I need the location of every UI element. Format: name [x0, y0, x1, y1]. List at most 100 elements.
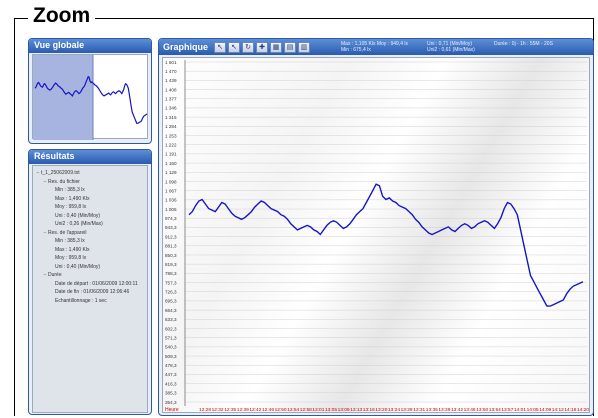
tree-item[interactable]: Uni : 0,40 (Min/Moy) — [35, 212, 145, 221]
tree-item[interactable]: − Res. de l'appareil — [35, 229, 145, 238]
tree-item[interactable]: Moy : 959,8 lx — [35, 203, 145, 212]
tree-toggle-icon[interactable]: − — [43, 229, 47, 236]
chart-type-button[interactable]: ▦ — [270, 41, 283, 53]
graph-toolbar: ↖ ↖ ↻ ✚ ▦ ▤ ▥ — [214, 41, 312, 53]
y-tick-label: 1 005 — [165, 207, 177, 212]
export-button[interactable]: ▤ — [284, 41, 297, 53]
tree-toggle-icon[interactable]: − — [36, 170, 40, 176]
x-tick-label: 14:12 — [552, 407, 564, 413]
y-tick-label: 1 377 — [165, 97, 177, 102]
tree-item[interactable]: Echantillonnage : 1 sec — [35, 297, 145, 306]
y-tick-label: 974,3 — [165, 216, 177, 221]
pointer-button[interactable]: ✚ — [256, 41, 269, 53]
tree-item-label: Min : 385,3 lx — [55, 187, 85, 193]
y-tick-label: 943,3 — [165, 225, 177, 230]
overview-series-line — [34, 75, 148, 124]
tree-item[interactable]: Date de départ : 01/06/2009 12:00:11 — [35, 280, 145, 289]
overview-chart — [33, 55, 148, 140]
y-tick-label: 1 067 — [165, 188, 177, 193]
x-tick-label: 13:42 — [451, 407, 463, 413]
x-tick-label: 13:50 — [476, 407, 488, 413]
tree-item[interactable]: − Durée — [35, 271, 145, 280]
zoom-in-button[interactable]: ↖ — [228, 41, 241, 53]
y-tick-label: 1 222 — [165, 143, 177, 148]
y-tick-label: 571,3 — [165, 335, 177, 340]
tree-item[interactable]: Moy : 959,8 lx — [35, 254, 145, 263]
tree-item[interactable]: − t_1_25062009.txt — [35, 169, 145, 178]
tree-item[interactable]: Date de fin : 01/06/2009 12:06:46 — [35, 288, 145, 297]
tree-item-label: Durée — [48, 272, 62, 278]
graph-panel: Graphique ↖ ↖ ↻ ✚ ▦ ▤ ▥ Max : 1,105 Klx Moy : … — [158, 38, 594, 416]
y-tick-label: 1 346 — [165, 106, 177, 111]
y-tick-label: 695,3 — [165, 299, 177, 304]
x-tick-label: 14:09 — [539, 407, 551, 413]
plot-area[interactable]: 1 501 1 470 1 439 1 408 1 377 1 346 1 315 1 284… — [162, 57, 590, 413]
tree-toggle-icon[interactable]: − — [43, 272, 47, 278]
tree-item[interactable]: − Res. du fichier — [35, 178, 145, 187]
y-tick-label: 1 036 — [165, 198, 177, 203]
x-tick-label: 13:24 — [388, 407, 400, 413]
y-tick-label: 509,3 — [165, 354, 177, 359]
overview-canvas[interactable] — [32, 54, 148, 140]
tree-item[interactable]: Uni2 : 0,26 (Min/Max) — [35, 220, 145, 229]
y-tick-label: 819,3 — [165, 262, 177, 267]
y-tick-label: 1 129 — [165, 170, 177, 175]
tree-item-label: Uni : 0,40 (Min/Moy) — [55, 263, 101, 270]
tree-item-label: Max : 1,490 Klx — [55, 246, 90, 253]
y-tick-label: 478,3 — [165, 363, 177, 368]
tree-item[interactable]: Min : 385,3 lx — [35, 237, 145, 246]
y-tick-label: 850,3 — [165, 253, 177, 258]
tree-item[interactable]: Uni : 0,40 (Min/Moy) — [35, 263, 145, 272]
tree-toggle-icon[interactable]: − — [43, 178, 47, 185]
tree-item-label: Date de départ : 01/06/2009 12:00:11 — [55, 280, 138, 287]
y-tick-label: 881,3 — [165, 244, 177, 249]
y-tick-label: 1 284 — [165, 124, 177, 129]
x-tick-label: 13:09 — [338, 407, 350, 413]
x-tick-label: 12:50 — [275, 407, 287, 413]
tree-item[interactable]: Max : 1,490 Klx — [35, 246, 145, 255]
x-tick-label: 13:31 — [413, 407, 425, 413]
y-tick-label: 1 315 — [165, 115, 177, 120]
overview-title: Vue globale — [29, 39, 151, 53]
stats-min: Min : 675,4 lx — [341, 47, 371, 53]
x-tick-label: 12:54 — [287, 407, 299, 413]
y-tick-label: 354,3 — [165, 400, 177, 405]
x-tick-label: 13:54 — [489, 407, 501, 413]
x-tick-label: 12:39 — [237, 407, 249, 413]
x-tick-label: 13:35 — [426, 407, 438, 413]
zoom-tool-button[interactable]: ↖ — [214, 41, 227, 53]
main-chart: 1 501 1 470 1 439 1 408 1 377 1 346 1 315 1 284… — [165, 60, 589, 413]
x-tick-label: 13:01 — [312, 407, 324, 413]
series-line — [188, 183, 584, 307]
tree-item[interactable]: Max : 1,490 Klx — [35, 195, 145, 204]
x-tick-label: 14:16 — [564, 407, 576, 413]
stats-max-moy: Max : 1,105 Klx Moy : 949,4 lx — [341, 41, 408, 47]
x-tick-label: 12:32 — [212, 407, 224, 413]
results-panel: Résultats − t_1_25062009.txt − Res. du fich… — [28, 149, 152, 415]
x-tick-label: 12:46 — [262, 407, 274, 413]
x-tick-label: 13:05 — [325, 407, 337, 413]
x-tick-label: 13:16 — [363, 407, 375, 413]
y-tick-label: 788,3 — [165, 271, 177, 276]
x-tick-label: 13:28 — [401, 407, 413, 413]
book-button[interactable]: ▥ — [298, 41, 311, 53]
tree-item-label: Res. du fichier — [48, 178, 80, 185]
results-tree[interactable]: − t_1_25062009.txt − Res. du fichier Min : 3… — [32, 165, 148, 413]
overview-selection[interactable] — [33, 55, 93, 140]
x-tick-label: 13:13 — [350, 407, 362, 413]
tree-item-label: Uni : 0,40 (Min/Moy) — [55, 212, 101, 219]
x-tick-label: 13:20 — [375, 407, 387, 413]
y-tick-label: 1 470 — [165, 69, 177, 74]
y-tick-label: 912,3 — [165, 234, 177, 239]
tree-item[interactable]: Min : 385,3 lx — [35, 186, 145, 195]
tree-item-label: t_1_25062009.txt — [41, 170, 80, 176]
y-tick-label: 726,3 — [165, 290, 177, 295]
x-tick-label: 13:57 — [501, 407, 513, 413]
refresh-button[interactable]: ↻ — [242, 41, 255, 53]
results-title: Résultats — [29, 150, 151, 164]
x-tick-label: 12:35 — [224, 407, 236, 413]
tree-item-label: Moy : 959,8 lx — [55, 255, 87, 261]
tree-item-label: Uni2 : 0,26 (Min/Max) — [55, 221, 103, 227]
y-tick-label: 540,3 — [165, 345, 177, 350]
y-tick-label: 1 098 — [165, 179, 177, 184]
